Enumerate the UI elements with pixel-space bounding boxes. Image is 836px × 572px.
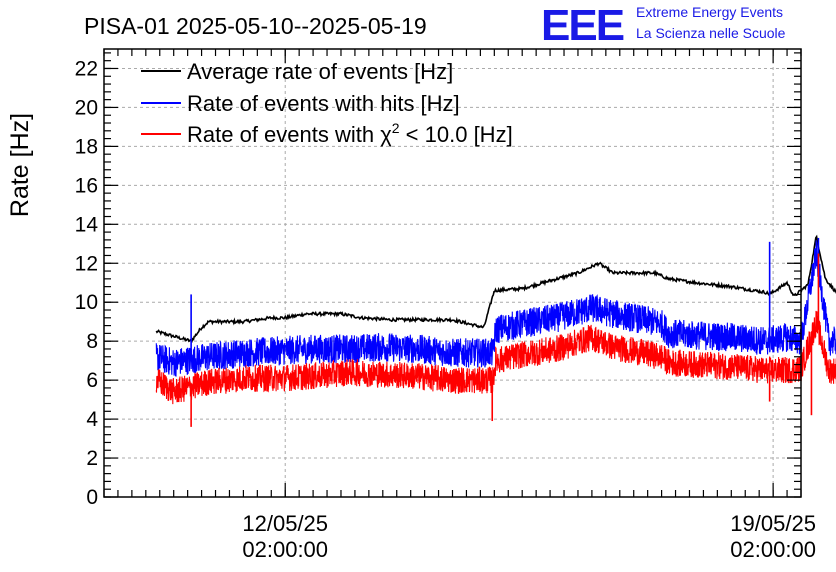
axis-ticks [103, 49, 802, 498]
series-layer [155, 234, 836, 427]
eee-logo-line2: La Scienza nelle Scuole [636, 25, 786, 41]
y-tick-label: 6 [86, 369, 98, 392]
legend-label-chi2: Rate of events with χ2 < 10.0 [Hz] [187, 120, 513, 147]
hits-rate-line [155, 240, 836, 377]
y-tick-label: 0 [86, 486, 98, 509]
y-tick-label: 2 [86, 447, 98, 470]
y-tick-label: 16 [75, 174, 98, 197]
eee-logo-line1: Extreme Energy Events [636, 4, 783, 20]
plot-frame [103, 48, 802, 498]
y-tick-label: 12 [75, 252, 98, 275]
chi2-rate-line [155, 310, 836, 405]
x-tick-label-date: 19/05/25 [730, 511, 816, 536]
y-tick-label: 4 [86, 408, 98, 431]
y-axis-label: Rate [Hz] [6, 113, 34, 217]
chart-title: PISA-01 2025-05-10--2025-05-19 [84, 13, 427, 39]
y-tick-label: 22 [75, 57, 98, 80]
y-tick-labels: 0 2 4 6 8 10 12 14 16 18 20 22 [75, 57, 99, 509]
legend-label-hits: Rate of events with hits [Hz] [187, 91, 460, 116]
legend-label-chi2-sup: 2 [392, 120, 400, 136]
average-rate-line [155, 234, 836, 343]
eee-logo-mark: EEE [541, 1, 624, 50]
y-tick-label: 14 [75, 213, 99, 236]
legend-label-chi2-tail: < 10.0 [Hz] [400, 122, 513, 147]
legend: Average rate of events [Hz] Rate of even… [141, 59, 513, 147]
legend-label-average: Average rate of events [Hz] [187, 59, 453, 84]
y-tick-label: 10 [75, 291, 98, 314]
legend-label-chi2-main: Rate of events with χ [187, 122, 392, 147]
y-tick-label: 20 [75, 96, 98, 119]
x-tick-label-time: 02:00:00 [730, 537, 816, 562]
x-tick-label-time: 02:00:00 [242, 537, 328, 562]
y-tick-label: 18 [75, 135, 98, 158]
x-tick-label-date: 12/05/25 [242, 511, 328, 536]
grid-lines [104, 49, 801, 497]
eee-logo: EEE Extreme Energy Events La Scienza nel… [541, 1, 786, 50]
y-tick-label: 8 [86, 330, 98, 353]
